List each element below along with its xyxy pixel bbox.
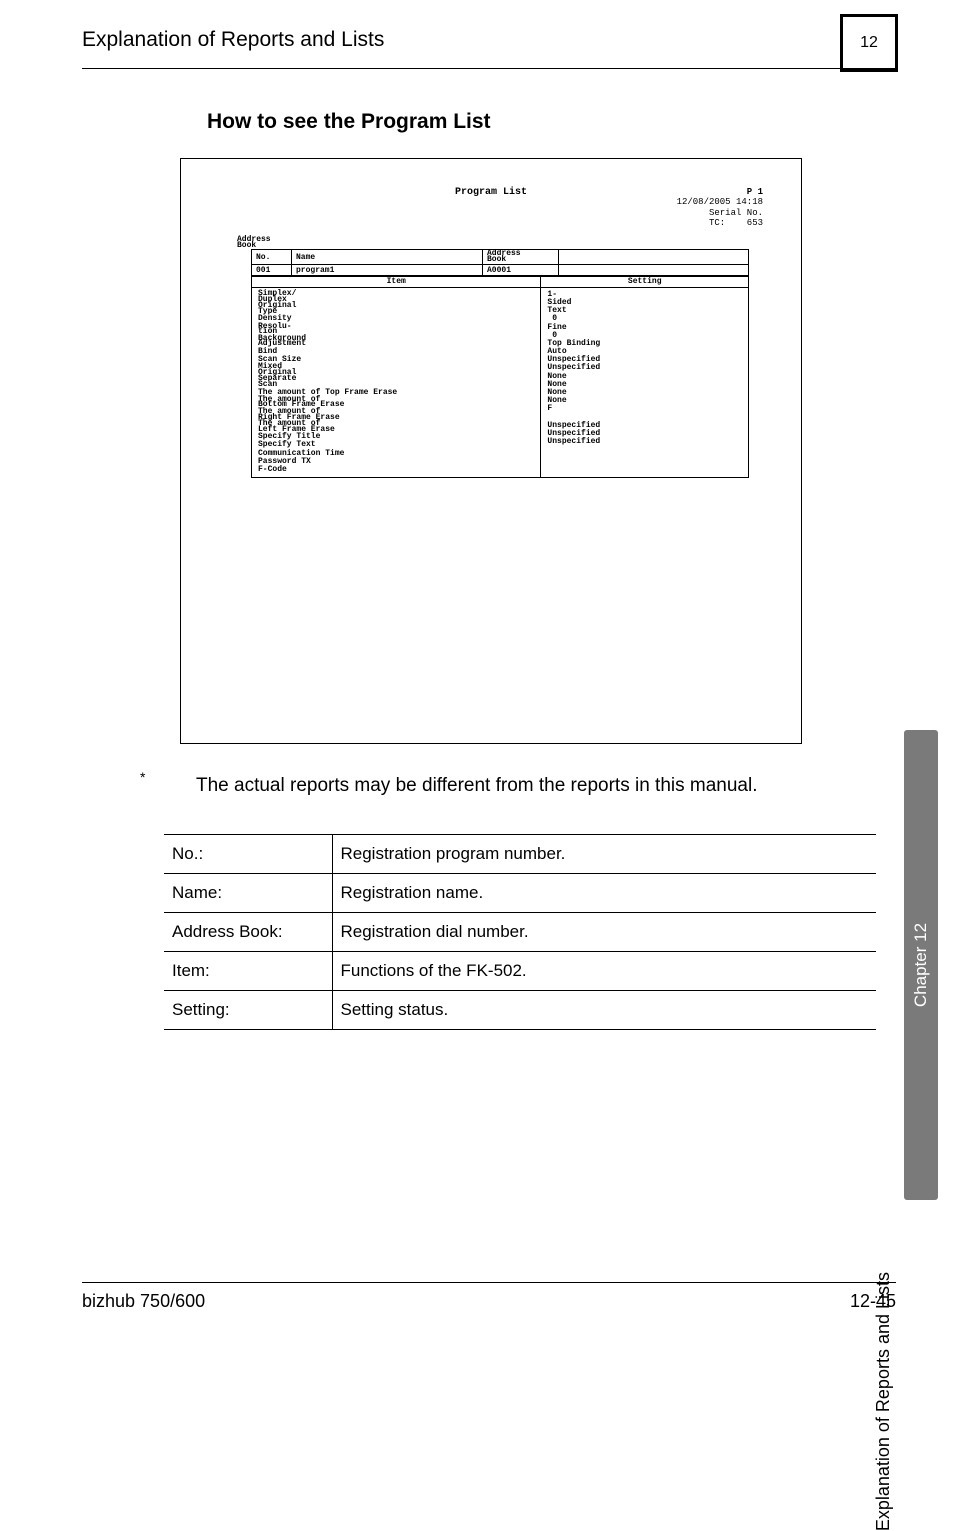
col-name: Name xyxy=(292,250,483,265)
address-book-label: Address Book xyxy=(237,237,271,249)
side-chapter-label: Chapter 12 xyxy=(911,923,931,1007)
list-item: Fine xyxy=(547,324,742,332)
footnote-asterisk: * xyxy=(140,769,145,785)
footer-right: 12-45 xyxy=(850,1291,896,1312)
footnote-text: The actual reports may be different from… xyxy=(196,775,757,796)
footnote: * The actual reports may be different fr… xyxy=(148,775,894,797)
list-item: Density xyxy=(258,315,534,323)
def-key: Address Book: xyxy=(164,913,332,952)
def-value: Setting status. xyxy=(332,991,876,1030)
def-key: Name: xyxy=(164,874,332,913)
def-value: Registration name. xyxy=(332,874,876,913)
running-title: Explanation of Reports and Lists xyxy=(82,28,384,52)
definitions-table: No.:Registration program number.Name:Reg… xyxy=(164,834,876,1030)
chapter-number: 12 xyxy=(860,34,878,52)
report-meta: P 1 12/08/2005 14:18 Serial No. TC: 653 xyxy=(677,187,763,228)
list-item: 1-Sided xyxy=(547,291,742,307)
report-header-table: No. Name AddressBook 001 program1 A0001 xyxy=(251,249,749,277)
report-body-table: Item Setting Simplex/DuplexOriginalTypeD… xyxy=(251,275,749,478)
list-item: None xyxy=(547,381,742,389)
list-item: SeparateScan xyxy=(258,376,534,387)
col-address-book: AddressBook xyxy=(483,250,559,265)
def-key: Setting: xyxy=(164,991,332,1030)
table-row: Simplex/DuplexOriginalTypeDensityResolu-… xyxy=(252,288,749,478)
list-item: BackgroundAdjustment xyxy=(258,336,534,347)
list-item: None xyxy=(547,397,742,405)
list-item: Scan Size xyxy=(258,356,534,364)
side-chapter-tab: Chapter 12 xyxy=(904,730,938,1200)
col-item: Item xyxy=(252,276,541,288)
list-item: 0 xyxy=(547,315,742,323)
def-value: Functions of the FK-502. xyxy=(332,952,876,991)
report-tc: TC: 653 xyxy=(677,218,763,228)
program-list-report: Program List P 1 12/08/2005 14:18 Serial… xyxy=(180,158,802,744)
table-row: No.:Registration program number. xyxy=(164,835,876,874)
list-item: OriginalType xyxy=(258,303,534,314)
col-no: No. xyxy=(252,250,292,265)
list-item: Unspecified xyxy=(547,438,742,446)
list-item: Text xyxy=(547,307,742,315)
table-row: Setting:Setting status. xyxy=(164,991,876,1030)
col-setting: Setting xyxy=(541,276,749,288)
list-item: None xyxy=(547,373,742,381)
settings-cell: 1-SidedText 0Fine 0Top BindingAutoUnspec… xyxy=(541,288,749,478)
chapter-number-box: 12 xyxy=(840,14,898,72)
def-key: Item: xyxy=(164,952,332,991)
section-title: How to see the Program List xyxy=(207,110,491,134)
col-blank xyxy=(559,250,749,265)
report-serial-label: Serial No. xyxy=(677,208,763,218)
list-item: Password TX xyxy=(258,458,534,466)
footer-left: bizhub 750/600 xyxy=(82,1291,205,1312)
table-row: Address Book:Registration dial number. xyxy=(164,913,876,952)
list-item: F xyxy=(547,405,742,413)
list-item: The amount ofLeft Frame Erase xyxy=(258,421,534,432)
list-item: MixedOriginal xyxy=(258,364,534,375)
list-item: Simplex/Duplex xyxy=(258,291,534,302)
list-item: F-Code xyxy=(258,466,534,474)
def-value: Registration program number. xyxy=(332,835,876,874)
def-key: No.: xyxy=(164,835,332,874)
list-item: Top Binding xyxy=(547,340,742,348)
header-rule xyxy=(82,68,896,69)
list-item: Unspecified xyxy=(547,364,742,372)
report-page-no: P 1 xyxy=(677,187,763,197)
items-cell: Simplex/DuplexOriginalTypeDensityResolu-… xyxy=(252,288,541,478)
table-row: Item:Functions of the FK-502. xyxy=(164,952,876,991)
report-datetime: 12/08/2005 14:18 xyxy=(677,197,763,207)
page-footer: bizhub 750/600 12-45 xyxy=(82,1282,896,1312)
table-row: Name:Registration name. xyxy=(164,874,876,913)
def-value: Registration dial number. xyxy=(332,913,876,952)
list-item: None xyxy=(547,389,742,397)
